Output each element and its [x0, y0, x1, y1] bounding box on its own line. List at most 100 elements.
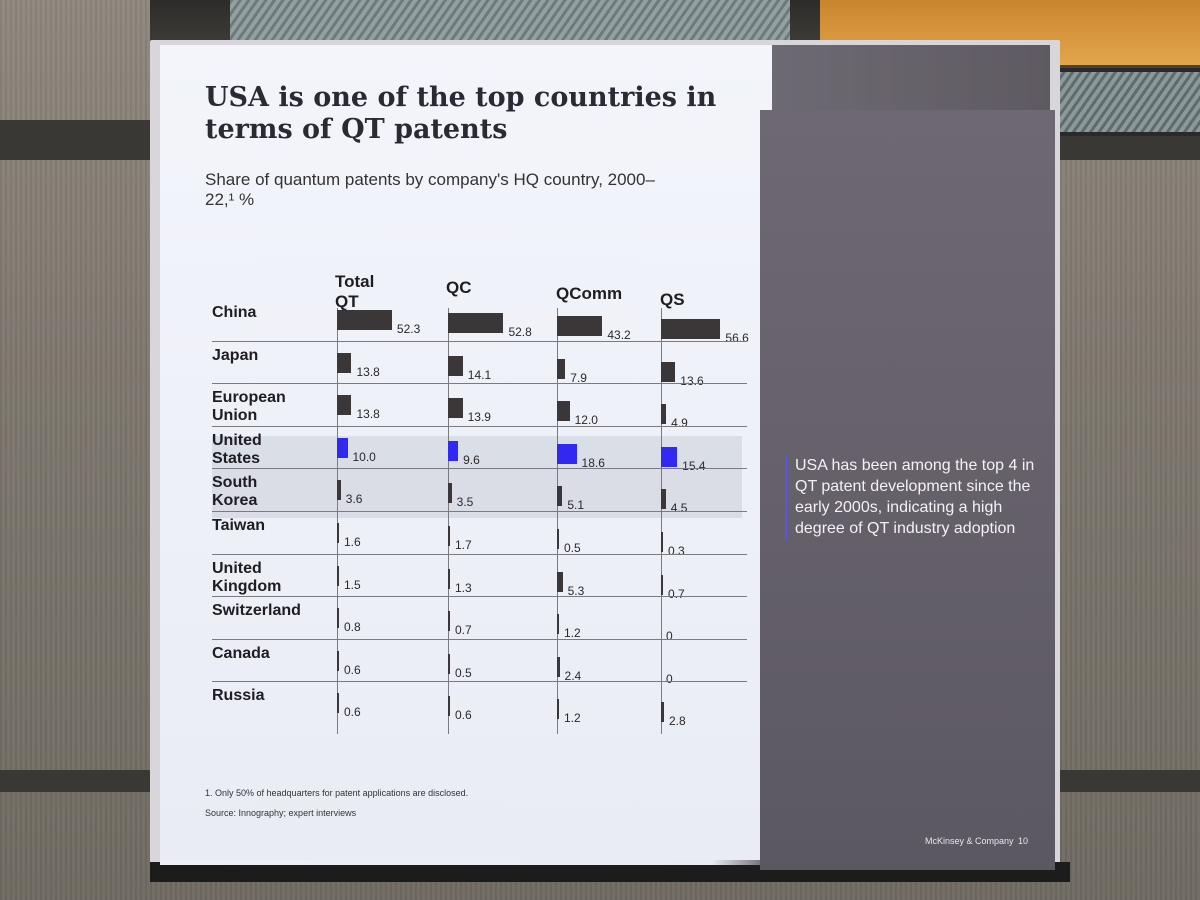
- row-divider: [212, 468, 747, 470]
- data-label: 0.8: [344, 620, 361, 635]
- bar: [448, 440, 459, 461]
- bar: [337, 437, 348, 458]
- callout-text: USA has been among the top 4 in QT paten…: [795, 457, 1035, 537]
- data-label: 14.1: [467, 367, 492, 382]
- data-label: 0.7: [455, 623, 472, 638]
- data-label: 2.8: [668, 714, 686, 729]
- bar: [557, 358, 566, 379]
- row-divider: [212, 511, 747, 512]
- data-label: 0.6: [455, 708, 472, 723]
- data-label: 2.4: [564, 668, 582, 683]
- data-label: 52.8: [508, 325, 532, 339]
- data-label: 13.9: [467, 410, 491, 425]
- bar: [557, 401, 570, 422]
- bar: [557, 443, 577, 464]
- data-label: 0: [666, 629, 673, 644]
- source-note: Source: Innography; expert interviews: [205, 808, 357, 818]
- data-label: 0.5: [564, 541, 581, 555]
- row-label: United States: [212, 431, 262, 467]
- column-header: QC: [446, 278, 472, 297]
- row-label: United Kingdom: [212, 559, 282, 595]
- row-divider: [212, 596, 747, 598]
- bar: [448, 313, 504, 333]
- data-label: 18.6: [581, 455, 605, 470]
- data-label: 15.4: [682, 458, 706, 473]
- data-label: 0.3: [668, 544, 685, 558]
- row-label: Russia: [212, 687, 265, 705]
- data-label: 1.3: [455, 580, 472, 595]
- bar: [448, 483, 452, 504]
- bar: [337, 693, 339, 714]
- data-label: 5.3: [567, 583, 585, 598]
- row-divider: [212, 553, 747, 555]
- data-label: 0: [666, 671, 673, 686]
- bar: [337, 395, 352, 416]
- bar: [661, 574, 663, 595]
- row-label: Japan: [212, 346, 259, 364]
- bar: [661, 702, 664, 723]
- bar: [661, 319, 721, 339]
- data-label: 1.7: [455, 538, 472, 552]
- data-label: 1.2: [564, 711, 581, 726]
- data-label: 3.5: [456, 495, 474, 510]
- bar: [448, 568, 450, 589]
- bar: [557, 486, 563, 507]
- bar: [448, 611, 450, 632]
- bar: [661, 404, 667, 425]
- footnote: 1. Only 50% of headquarters for patent a…: [205, 788, 469, 798]
- data-label: 12.0: [574, 413, 598, 428]
- bar: [557, 656, 560, 677]
- brand-label: McKinsey & Company: [925, 836, 1014, 846]
- bar: [337, 480, 341, 501]
- data-label: 5.1: [567, 498, 585, 513]
- callout: USA has been among the top 4 in QT paten…: [785, 455, 1045, 539]
- row-divider: [212, 638, 747, 640]
- data-label: 1.6: [344, 535, 361, 549]
- data-label: 0.6: [344, 662, 361, 677]
- bar: [448, 653, 450, 674]
- row-label: Switzerland: [212, 602, 301, 620]
- bar: [557, 529, 559, 549]
- column-header: QS: [660, 290, 685, 309]
- data-label: 4.9: [671, 416, 688, 431]
- data-label: 43.2: [607, 328, 631, 342]
- bar: [661, 489, 666, 510]
- bar: [557, 699, 559, 720]
- bar: [557, 316, 603, 336]
- data-label: 0.7: [668, 586, 685, 601]
- bar: [337, 352, 352, 373]
- bar: [557, 571, 563, 592]
- row-label: Canada: [212, 644, 270, 662]
- data-label: 3.6: [345, 492, 363, 507]
- data-label: 9.6: [463, 452, 480, 467]
- data-label: 10.0: [352, 449, 376, 464]
- bar: [661, 532, 663, 552]
- data-label: 13.8: [356, 407, 380, 422]
- bar: [448, 398, 463, 419]
- row-divider: [212, 383, 747, 385]
- slide-subtitle: Share of quantum patents by company's HQ…: [205, 170, 655, 209]
- bar: [337, 310, 392, 330]
- row-label: European Union: [212, 389, 286, 425]
- slide-title: USA is one of the top countries in terms…: [205, 82, 717, 145]
- row-divider: [212, 340, 747, 342]
- data-label: 52.3: [396, 322, 421, 336]
- bar: [448, 355, 463, 376]
- row-divider: [212, 681, 747, 683]
- column-axis-line: [448, 308, 449, 734]
- column-axis-line: [557, 308, 558, 734]
- column-header: QComm: [556, 284, 623, 303]
- row-label: Taiwan: [212, 517, 266, 534]
- data-label: 1.5: [344, 577, 361, 592]
- column-axis-line: [661, 308, 662, 734]
- row-label: China: [212, 304, 257, 321]
- slide-side-panel: [760, 110, 1055, 870]
- data-label: 0.6: [344, 705, 361, 720]
- highlight-band-united-states: [212, 436, 742, 518]
- bar: [557, 614, 559, 635]
- data-label: 4.5: [670, 501, 688, 516]
- bar: [337, 523, 339, 543]
- data-label: 7.9: [570, 370, 587, 385]
- data-label: 0.5: [455, 665, 472, 680]
- data-label: 1.2: [564, 626, 581, 641]
